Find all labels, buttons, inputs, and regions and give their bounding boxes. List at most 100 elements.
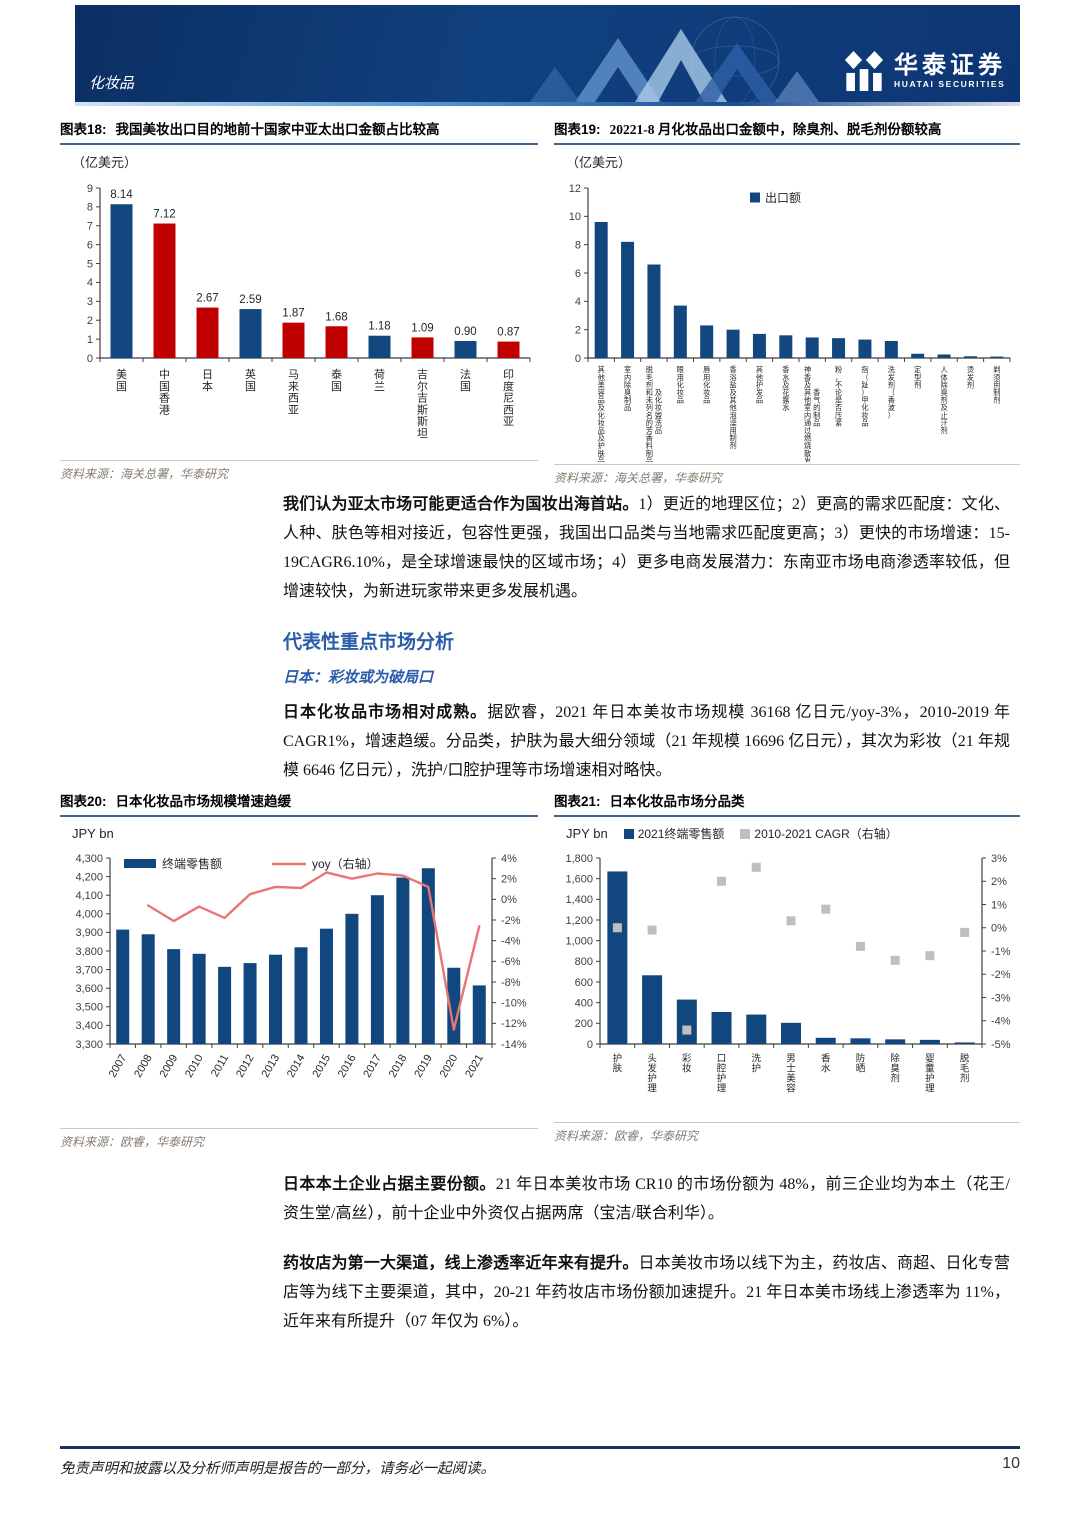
brand-name-cn: 华泰证券	[894, 52, 1006, 79]
svg-text:10: 10	[569, 211, 581, 223]
bar	[779, 335, 793, 358]
svg-text:1,000: 1,000	[565, 935, 593, 947]
figure-19-caption: 图表19: 20221-8 月化妆品出口金额中，除臭剂、脱毛剂份额较高	[554, 118, 1020, 145]
svg-text:4,000: 4,000	[75, 909, 103, 921]
banner-decoration	[530, 16, 819, 102]
svg-text:烫发剂: 烫发剂	[967, 365, 974, 389]
section-heading: 代表性重点市场分析	[283, 632, 455, 653]
svg-text:荷兰: 荷兰	[374, 368, 385, 393]
svg-text:4,100: 4,100	[75, 890, 103, 902]
svg-text:0: 0	[575, 353, 581, 365]
figure-source: 资料来源：欧睿，华泰研究	[554, 1122, 1020, 1144]
svg-text:美国: 美国	[116, 368, 127, 393]
svg-text:yoy（右轴）: yoy（右轴）	[312, 856, 379, 871]
bar	[192, 953, 206, 1044]
bar	[711, 1011, 732, 1044]
cagr-marker	[855, 941, 865, 951]
section-subheading: 日本：彩妆或为破局口	[283, 670, 434, 686]
svg-text:洗发剂（香波）: 洗发剂（香波）	[888, 365, 895, 420]
cagr-marker	[890, 955, 900, 965]
svg-text:4: 4	[575, 296, 581, 308]
figure-18: 图表18: 我国美妆出口目的地前十国家中亚太出口金额占比较高 （亿美元） 9 8 7…	[60, 118, 538, 486]
svg-text:2018: 2018	[387, 1053, 410, 1080]
bar	[294, 947, 308, 1044]
axes: 1,800 1,600 1,400 1,200 1,000 800 600 400 200 0 3%…	[565, 853, 1010, 1051]
svg-text:2012: 2012	[234, 1053, 257, 1080]
cagr-marker	[612, 923, 622, 933]
bar	[153, 223, 176, 358]
svg-text:泰国: 泰国	[331, 367, 342, 393]
cagr-marker	[821, 904, 831, 914]
svg-text:粉，不论是否压紧: 粉，不论是否压紧	[835, 365, 843, 427]
bar	[937, 354, 951, 358]
svg-text:-10%: -10%	[501, 997, 527, 1009]
figure-label: 图表19:	[554, 122, 601, 137]
svg-text:5: 5	[87, 258, 93, 270]
figure-title: 日本化妆品市场规模增速趋缓	[115, 794, 292, 809]
svg-text:2: 2	[87, 315, 93, 327]
bar	[746, 1014, 767, 1044]
huatai-logo: 华泰证券 HUATAI SECURITIES	[843, 50, 1006, 92]
bar	[454, 341, 477, 358]
svg-text:8.14: 8.14	[110, 189, 133, 201]
footer-disclaimer: 免责声明和披露以及分析师声明是报告的一部分，请务必一起阅读。	[60, 1461, 495, 1477]
svg-text:其他护发品: 其他护发品	[756, 365, 763, 404]
svg-text:4: 4	[87, 277, 93, 289]
chart-legend: 出口额	[750, 191, 801, 205]
paragraph-apac-first-stop: 我们认为亚太市场可能更适合作为国妆出海首站。1）更近的地理区位；2）更高的需求匹…	[283, 496, 1010, 600]
bar	[110, 204, 133, 358]
svg-text:-5%: -5%	[991, 1039, 1011, 1051]
fig19-bars	[594, 222, 1004, 358]
bar	[990, 356, 1004, 358]
bar	[594, 222, 608, 358]
bar	[497, 341, 520, 358]
cagr-marker	[717, 876, 727, 886]
svg-text:7.12: 7.12	[153, 209, 175, 221]
bar	[858, 339, 872, 358]
svg-text:脱毛剂和未列名的芳香料制品: 脱毛剂和未列名的芳香料制品	[646, 365, 653, 462]
bar	[919, 1039, 940, 1044]
cagr-marker	[786, 916, 796, 926]
svg-text:香浴盐及其他泡澡用制剂: 香浴盐及其他泡澡用制剂	[729, 365, 736, 450]
svg-text:及化妆盥洗品: 及化妆盥洗品	[655, 388, 662, 435]
svg-text:2011: 2011	[209, 1053, 231, 1079]
svg-text:2%: 2%	[501, 873, 517, 885]
svg-text:香水: 香水	[821, 1054, 831, 1075]
svg-text:1.18: 1.18	[368, 321, 390, 333]
svg-text:4,300: 4,300	[75, 853, 103, 865]
bar	[345, 913, 359, 1044]
svg-text:6: 6	[87, 239, 93, 251]
figure-source: 资料来源：海关总署，华泰研究	[60, 460, 538, 482]
svg-text:2: 2	[575, 324, 581, 336]
page-number: 10	[1002, 1455, 1020, 1472]
svg-text:男士美容: 男士美容	[786, 1054, 796, 1095]
svg-text:-12%: -12%	[501, 1018, 527, 1030]
brand-name-en: HUATAI SECURITIES	[894, 79, 1006, 89]
svg-text:护肤: 护肤	[613, 1053, 623, 1075]
svg-text:2016: 2016	[336, 1053, 359, 1080]
svg-text:6: 6	[575, 268, 581, 280]
svg-text:其他美容品及化妆品及护肤品: 其他美容品及化妆品及护肤品	[598, 365, 605, 462]
bar	[673, 305, 687, 358]
axis-unit: JPY bn	[566, 826, 608, 841]
svg-text:法国: 法国	[460, 367, 471, 393]
svg-text:中国香港: 中国香港	[159, 368, 170, 416]
figure-title: 日本化妆品市场分品类	[609, 794, 745, 809]
svg-text:2.67: 2.67	[196, 293, 218, 305]
svg-text:3,400: 3,400	[75, 1020, 103, 1032]
bar	[396, 877, 410, 1044]
yoy-line	[146, 871, 481, 1031]
cagr-marker	[925, 951, 935, 961]
svg-text:头发护理: 头发护理	[647, 1053, 657, 1095]
chart-japan-market-size: 4,300 4,200 4,100 4,000 3,900 3,800 3,700 3,600…	[75, 853, 527, 1080]
bar	[141, 934, 155, 1044]
figure-20-unit-row: JPY bn	[72, 823, 538, 844]
bar	[447, 967, 461, 1044]
svg-text:3: 3	[87, 296, 93, 308]
svg-text:3,700: 3,700	[75, 964, 103, 976]
bar	[421, 868, 435, 1044]
bar	[885, 1039, 906, 1044]
svg-text:口腔护理: 口腔护理	[717, 1054, 727, 1095]
bar	[116, 929, 130, 1044]
svg-text:9: 9	[87, 183, 93, 195]
